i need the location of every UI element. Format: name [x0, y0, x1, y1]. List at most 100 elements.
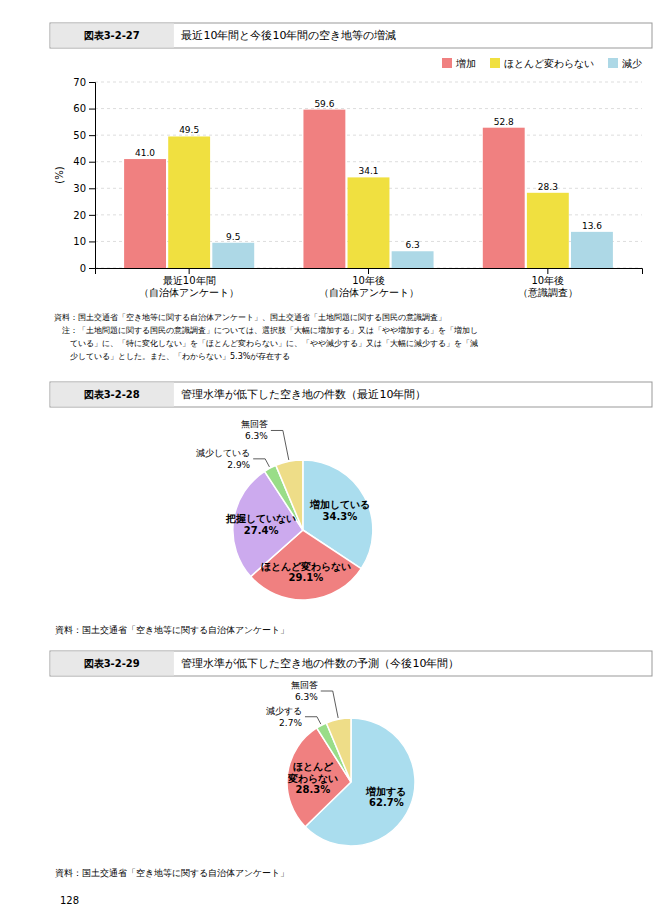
bar [124, 159, 166, 268]
section-header: 図表3-2-28 管理水準が低下した空き地の件数（最近10年間） [50, 382, 652, 407]
slice-name: 増加している [309, 499, 370, 510]
leader-line [321, 691, 338, 718]
y-tick-mark [89, 82, 95, 83]
grid-line [95, 82, 642, 83]
grid-line [95, 108, 642, 109]
data-label: 13.6 [582, 221, 602, 231]
text-line: ほとんど [293, 760, 334, 771]
header-frame [50, 382, 652, 407]
page: 図表3-2-27最近10年間と今後10年間の空き地等の増減41.059.652.… [0, 0, 669, 916]
grid [95, 82, 642, 268]
y-tick-mark [89, 241, 95, 242]
bar [527, 193, 569, 268]
bar-chart: 41.059.652.849.534.128.39.56.313.6010203… [54, 58, 643, 299]
y-tick-label: 10 [73, 236, 86, 247]
y-tick: 70 [73, 77, 95, 88]
note: 注：「土地問題に関する国民の意識調査」については、選択肢「大幅に増加する」又は「… [54, 326, 478, 335]
data-label: 49.5 [179, 125, 199, 135]
page-footer: 128 [60, 895, 79, 906]
y-tick: 0 [80, 263, 95, 274]
x-tick-mark [189, 268, 190, 274]
x-tick: 10年後（意識調査） [518, 268, 578, 298]
leader-line [305, 717, 321, 724]
slice-name: 増加する [365, 785, 406, 797]
figure-label: 図表3-2-29 [84, 658, 140, 669]
note: 資料：国土交通省「空き地等に関する自治体アンケート」 [55, 868, 289, 878]
y-tick-label: 70 [73, 77, 86, 88]
bar [212, 243, 254, 268]
x-axis-line [96, 269, 643, 275]
y-tick-label: 0 [80, 263, 86, 274]
legend-item: 増加 [442, 58, 476, 69]
slice-labels: 増加している34.3%ほとんど変わらない29.1%把握していない27.4%減少し… [196, 419, 370, 583]
section-header: 図表3-2-29管理水準が低下した空き地の件数の予測（今後10年間） [50, 651, 652, 676]
slice-value: 2.7% [279, 718, 302, 728]
y-tick: 10 [73, 236, 95, 247]
y-tick: 30 [73, 183, 95, 194]
slice-name: ほとんど変わらない [261, 560, 351, 572]
legend-label: ほとんど変わらない [504, 58, 594, 69]
slice-value: 29.1% [289, 572, 324, 583]
section-header: 図表3-2-27最近10年間と今後10年間の空き地等の増減 [50, 23, 652, 48]
y-tick: 40 [73, 156, 95, 167]
slices [233, 460, 373, 600]
x-tick-label: 10年後（意識調査） [518, 275, 578, 298]
x-tick-label: 最近10年間（自治体アンケート） [139, 275, 239, 298]
bar [483, 128, 525, 268]
notes: 資料：国土交通省「空き地等に関する自治体アンケート」、国土交通省「土地問題に関す… [54, 313, 478, 361]
header-frame [50, 651, 652, 676]
slices [287, 718, 415, 846]
y-tick-mark [89, 188, 95, 189]
text-line: 増加する [365, 785, 406, 797]
y-tick-mark [89, 215, 95, 216]
data-label: 52.8 [494, 117, 514, 127]
x-tick-label: 10年後（自治体アンケート） [319, 275, 419, 298]
y-tick-label: 30 [73, 183, 86, 194]
bar [168, 136, 210, 268]
legend-item: 減少 [608, 58, 642, 69]
y-tick-mark [89, 135, 95, 136]
y-tick: 50 [73, 130, 95, 141]
text-line: （自治体アンケート） [139, 287, 239, 298]
data-label: 34.1 [358, 166, 378, 176]
y-tick-label: 40 [73, 156, 86, 167]
slice-name: 減少している [196, 448, 250, 458]
text-line: ほとんど変わらない [261, 560, 351, 572]
bar [303, 110, 345, 268]
y-tick-mark [89, 109, 95, 110]
x-tick-mark [547, 268, 548, 274]
text-line: （意識調査） [518, 287, 578, 298]
note: ている」に、「特に変化しない」を「ほとんど変わらない」に、「やや減少する」又は「… [54, 339, 478, 348]
y-tick-label: 50 [73, 130, 86, 141]
note: 少している」とした。また、「わからない」5.3%が存在する [54, 352, 290, 361]
slice-labels: 増加する62.7%ほとんど変わらない28.3%減少する2.7%無回答6.3% [266, 680, 406, 808]
x-tick-mark [368, 268, 369, 274]
text-line: 把握していない [225, 513, 296, 525]
chart-title: 管理水準が低下した空き地の件数（最近10年間） [181, 388, 426, 401]
x-tick: 10年後（自治体アンケート） [319, 268, 419, 298]
y-axis-line [89, 83, 96, 269]
slice-value: 62.7% [369, 797, 404, 808]
slice-name: 減少する [266, 706, 302, 716]
bar [348, 177, 390, 268]
y-tick-label: 60 [73, 103, 86, 114]
legend-swatch [442, 58, 452, 68]
chart-title: 最近10年間と今後10年間の空き地等の増減 [181, 29, 396, 42]
text-line: （自治体アンケート） [319, 287, 419, 298]
text-line: 最近10年間 [163, 275, 216, 286]
figure-label: 図表3-2-28 [84, 389, 140, 400]
legend-item: ほとんど変わらない [490, 58, 594, 69]
chart-root: 図表3-2-27最近10年間と今後10年間の空き地等の増減41.059.652.… [0, 0, 669, 916]
slice-name: 把握していない [225, 513, 296, 525]
note: 資料：国土交通省「空き地等に関する自治体アンケート」、国土交通省「土地問題に関す… [54, 313, 446, 322]
y-tick: 20 [73, 210, 95, 221]
y-tick-mark [89, 268, 95, 269]
data-labels: 41.059.652.849.534.128.39.56.313.6 [135, 99, 602, 251]
data-label: 59.6 [314, 99, 334, 109]
x-axis: 最近10年間（自治体アンケート）10年後（自治体アンケート）10年後（意識調査） [96, 268, 643, 298]
bars [124, 110, 613, 268]
legend-label: 増加 [455, 58, 476, 69]
bar [571, 232, 613, 268]
header-label-box [51, 24, 174, 48]
y-tick-label: 20 [73, 210, 86, 221]
